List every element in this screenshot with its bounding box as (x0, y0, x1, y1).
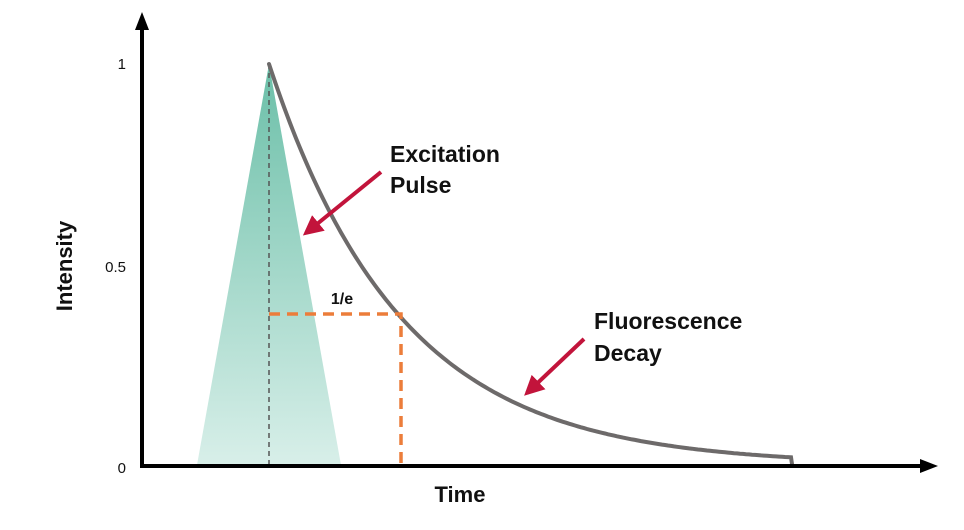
x-axis-title: Time (435, 482, 486, 507)
excitation-label-line1: Excitation (390, 141, 500, 167)
fluorescence-arrow (524, 337, 586, 396)
fluorescence-label-line2: Decay (594, 340, 662, 366)
one-over-e-label: 1/e (331, 291, 353, 308)
y-tick-label-1: 1 (118, 56, 126, 73)
y-axis-title: Intensity (52, 220, 77, 311)
one-over-e-marker (269, 312, 403, 465)
fluorescence-decay-curve (267, 62, 794, 466)
fluorescence-label-line1: Fluorescence (594, 308, 742, 334)
excitation-label-line2: Pulse (390, 172, 451, 198)
x-axis-arrowhead (920, 459, 938, 473)
y-axis-arrowhead (135, 12, 149, 30)
y-tick-label-0: 0 (118, 460, 126, 477)
y-tick-label-0-5: 0.5 (105, 259, 126, 276)
excitation-arrow (302, 170, 383, 236)
